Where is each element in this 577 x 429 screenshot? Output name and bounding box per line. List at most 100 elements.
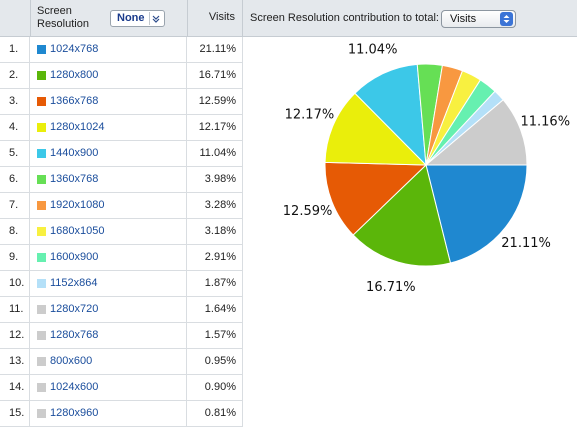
visits-cell: 12.59% (187, 89, 243, 114)
color-swatch (37, 409, 46, 418)
table-row: 12. 1280x768 1.57% (0, 323, 243, 349)
color-swatch (37, 279, 46, 288)
visits-cell: 3.98% (187, 167, 243, 192)
table-row: 7. 1920x1080 3.28% (0, 193, 243, 219)
visits-cell: 16.71% (187, 63, 243, 88)
table-row: 15. 1280x960 0.81% (0, 401, 243, 427)
resolution-cell: 1600x900 (30, 245, 187, 270)
table-row: 3. 1366x768 12.59% (0, 89, 243, 115)
table-row: 13. 800x600 0.95% (0, 349, 243, 375)
pie-data-label: 21.11% (501, 236, 551, 251)
resolution-link[interactable]: 1024x768 (50, 43, 99, 55)
pie-slice[interactable] (324, 161, 428, 236)
row-number: 6. (0, 167, 30, 192)
table-row: 2. 1280x800 16.71% (0, 63, 243, 89)
table-row: 8. 1680x1050 3.18% (0, 219, 243, 245)
table-body: 1. 1024x768 21.11% 2. 1280x800 16.71% 3. 1366x7… (0, 37, 243, 427)
visits-cell: 0.95% (187, 349, 243, 374)
color-swatch (37, 71, 46, 80)
visits-cell: 1.57% (187, 323, 243, 348)
row-number: 14. (0, 375, 30, 400)
contribution-label: Screen Resolution contribution to total: (250, 12, 439, 24)
pie-data-label: 11.04% (348, 43, 398, 58)
row-number: 2. (0, 63, 30, 88)
table-row: 9. 1600x900 2.91% (0, 245, 243, 271)
segment-button-label: None (117, 12, 145, 24)
resolution-link[interactable]: 1680x1050 (50, 225, 105, 237)
visits-cell: 11.04% (187, 141, 243, 166)
header-visits-column[interactable]: Visits (187, 0, 243, 36)
resolution-link[interactable]: 1280x800 (50, 69, 99, 81)
resolution-link[interactable]: 1360x768 (50, 173, 99, 185)
row-number: 5. (0, 141, 30, 166)
color-swatch (37, 331, 46, 340)
row-number: 8. (0, 219, 30, 244)
resolution-link[interactable]: 1280x720 (50, 303, 99, 315)
row-number: 10. (0, 271, 30, 296)
resolution-link[interactable]: 1024x600 (50, 381, 99, 393)
pie-slice[interactable] (354, 63, 427, 167)
color-swatch (37, 383, 46, 392)
visits-column-label: Visits (208, 11, 235, 23)
resolution-cell: 1920x1080 (30, 193, 187, 218)
pie-data-label: 16.71% (366, 280, 416, 295)
resolution-link[interactable]: 1440x900 (50, 147, 99, 159)
resolution-cell: 800x600 (30, 349, 187, 374)
row-number: 3. (0, 89, 30, 114)
table-row: 1. 1024x768 21.11% (0, 37, 243, 63)
pie-data-label: 12.17% (285, 108, 335, 123)
row-number: 1. (0, 37, 30, 62)
select-arrows-icon (500, 12, 513, 26)
visits-cell: 1.87% (187, 271, 243, 296)
resolution-link[interactable]: 1920x1080 (50, 199, 105, 211)
resolution-link[interactable]: 1600x900 (50, 251, 99, 263)
table-header: Screen Resolution None Visits Screen Res… (0, 0, 577, 37)
header-number-column (0, 0, 31, 36)
color-swatch (37, 97, 46, 106)
pie-slice[interactable] (425, 164, 528, 264)
pie-chart-panel: 21.11% 16.71% 12.59% 12.17% 11.04% 11.16% (243, 37, 577, 429)
visits-cell: 1.64% (187, 297, 243, 322)
color-swatch (37, 175, 46, 184)
secondary-dimension-button[interactable]: None (110, 10, 165, 27)
header-resolution-column: Screen Resolution None (30, 0, 188, 36)
resolution-cell: 1280x800 (30, 63, 187, 88)
visits-cell: 0.81% (187, 401, 243, 426)
resolution-cell: 1024x600 (30, 375, 187, 400)
resolution-cell: 1280x960 (30, 401, 187, 426)
color-swatch (37, 45, 46, 54)
row-number: 12. (0, 323, 30, 348)
row-number: 7. (0, 193, 30, 218)
visits-cell: 3.18% (187, 219, 243, 244)
metric-select[interactable]: Visits (441, 10, 516, 28)
row-number: 13. (0, 349, 30, 374)
resolution-link[interactable]: 1152x864 (50, 277, 98, 289)
color-swatch (37, 149, 46, 158)
color-swatch (37, 227, 46, 236)
color-swatch (37, 305, 46, 314)
resolution-cell: 1280x768 (30, 323, 187, 348)
resolution-column-label: Screen Resolution (37, 5, 89, 30)
chevron-down-icon (149, 12, 162, 25)
visits-cell: 3.28% (187, 193, 243, 218)
resolution-link[interactable]: 1280x1024 (50, 121, 105, 133)
pie-slice[interactable] (424, 99, 528, 166)
resolution-cell: 1024x768 (30, 37, 187, 62)
resolution-cell: 1360x768 (30, 167, 187, 192)
pie-slice[interactable] (324, 92, 428, 166)
header-contribution-column: Screen Resolution contribution to total:… (243, 0, 577, 36)
resolution-cell: 1280x1024 (30, 115, 187, 140)
resolution-link[interactable]: 1366x768 (50, 95, 99, 107)
row-number: 9. (0, 245, 30, 270)
row-number: 15. (0, 401, 30, 426)
table-row: 5. 1440x900 11.04% (0, 141, 243, 167)
pie-slice[interactable] (352, 164, 452, 267)
resolution-link[interactable]: 800x600 (50, 355, 93, 367)
resolution-link[interactable]: 1280x960 (50, 407, 99, 419)
table-row: 6. 1360x768 3.98% (0, 167, 243, 193)
pie-chart: 21.11% 16.71% 12.59% 12.17% 11.04% 11.16% (283, 43, 570, 295)
resolution-link[interactable]: 1280x768 (50, 329, 99, 341)
visits-cell: 0.90% (187, 375, 243, 400)
color-swatch (37, 357, 46, 366)
